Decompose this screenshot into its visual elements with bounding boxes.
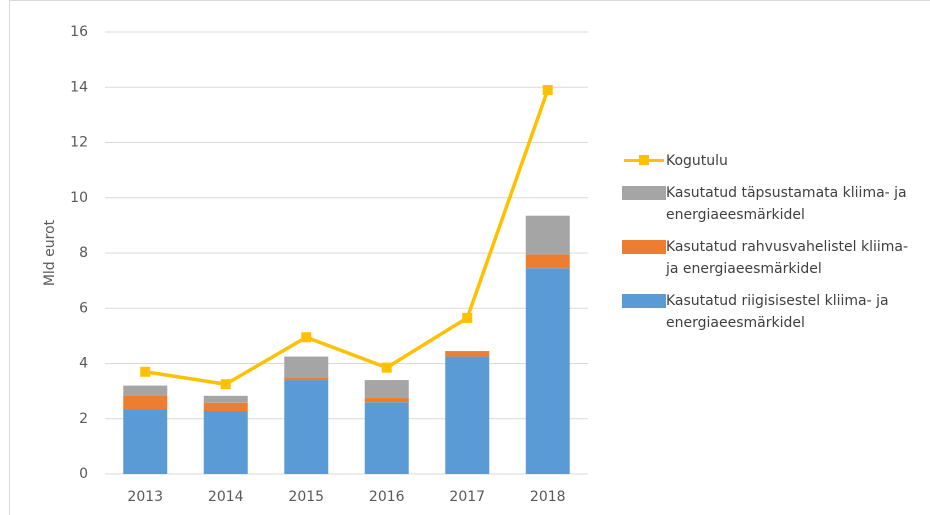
bar-segment: [123, 385, 168, 396]
bar-segment: [525, 215, 570, 255]
legend-label: Kogutulu: [666, 153, 728, 169]
bar-segment: [364, 380, 409, 399]
bar-segment: [525, 268, 570, 474]
legend-swatch: [622, 290, 666, 312]
legend-label: Kasutatud täpsustamata kliima- ja energi…: [666, 185, 907, 223]
x-tick-label: 2013: [127, 489, 163, 505]
line-marker: [462, 312, 473, 323]
line-marker: [301, 332, 312, 343]
legend-swatch: [622, 182, 666, 204]
legend: Kogutulu Kasutatud täpsustamata kliima- j…: [622, 150, 912, 344]
bar-segment: [364, 402, 409, 474]
legend-item: Kasutatud rahvusvahelistel kliima- ja en…: [622, 236, 912, 280]
y-tick-label: 12: [70, 135, 88, 151]
y-tick-label: 4: [79, 356, 88, 372]
bar-segment: [445, 356, 490, 474]
bar-segment: [284, 356, 329, 378]
legend-label: Kasutatud rahvusvahelistel kliima- ja en…: [666, 239, 909, 277]
line: [144, 89, 550, 386]
bar-segment: [284, 377, 329, 381]
x-tick-label: 2016: [369, 489, 405, 505]
line-marker: [140, 366, 151, 377]
bar-segment: [284, 380, 329, 474]
y-tick-label: 0: [79, 466, 88, 482]
y-tick-label: 2: [79, 411, 88, 427]
bar-segment: [445, 351, 490, 357]
legend-item: Kasutatud täpsustamata kliima- ja energi…: [622, 182, 912, 226]
legend-item: Kogutulu: [622, 150, 912, 172]
y-tick-label: 8: [79, 245, 88, 261]
x-tick-label: 2018: [530, 489, 566, 505]
y-tick-label: 10: [70, 190, 88, 206]
legend-label: Kasutatud riigisisestel kliima- ja energ…: [666, 293, 889, 331]
bar-segment: [203, 395, 248, 403]
x-tick-label: 2015: [288, 489, 324, 505]
x-tick-label: 2014: [208, 489, 244, 505]
line-marker: [381, 362, 392, 373]
bar-segment: [203, 411, 248, 474]
legend-item: Kasutatud riigisisestel kliima- ja energ…: [622, 290, 912, 334]
y-tick-label: 6: [79, 300, 88, 316]
bar-segment: [123, 395, 168, 410]
bar-segment: [364, 398, 409, 403]
bar-segment: [123, 409, 168, 474]
line-marker: [542, 85, 553, 96]
x-tick-label: 2017: [449, 489, 485, 505]
bar-segment: [203, 402, 248, 412]
y-tick-label: 14: [70, 79, 88, 95]
bar-segment: [525, 254, 570, 269]
y-axis-title: Mld eurot: [42, 219, 58, 286]
legend-swatch: [622, 150, 666, 172]
chart-border: [9, 0, 930, 515]
y-tick-label: 16: [70, 24, 88, 40]
legend-swatch: [622, 236, 666, 258]
line-marker: [220, 379, 231, 390]
